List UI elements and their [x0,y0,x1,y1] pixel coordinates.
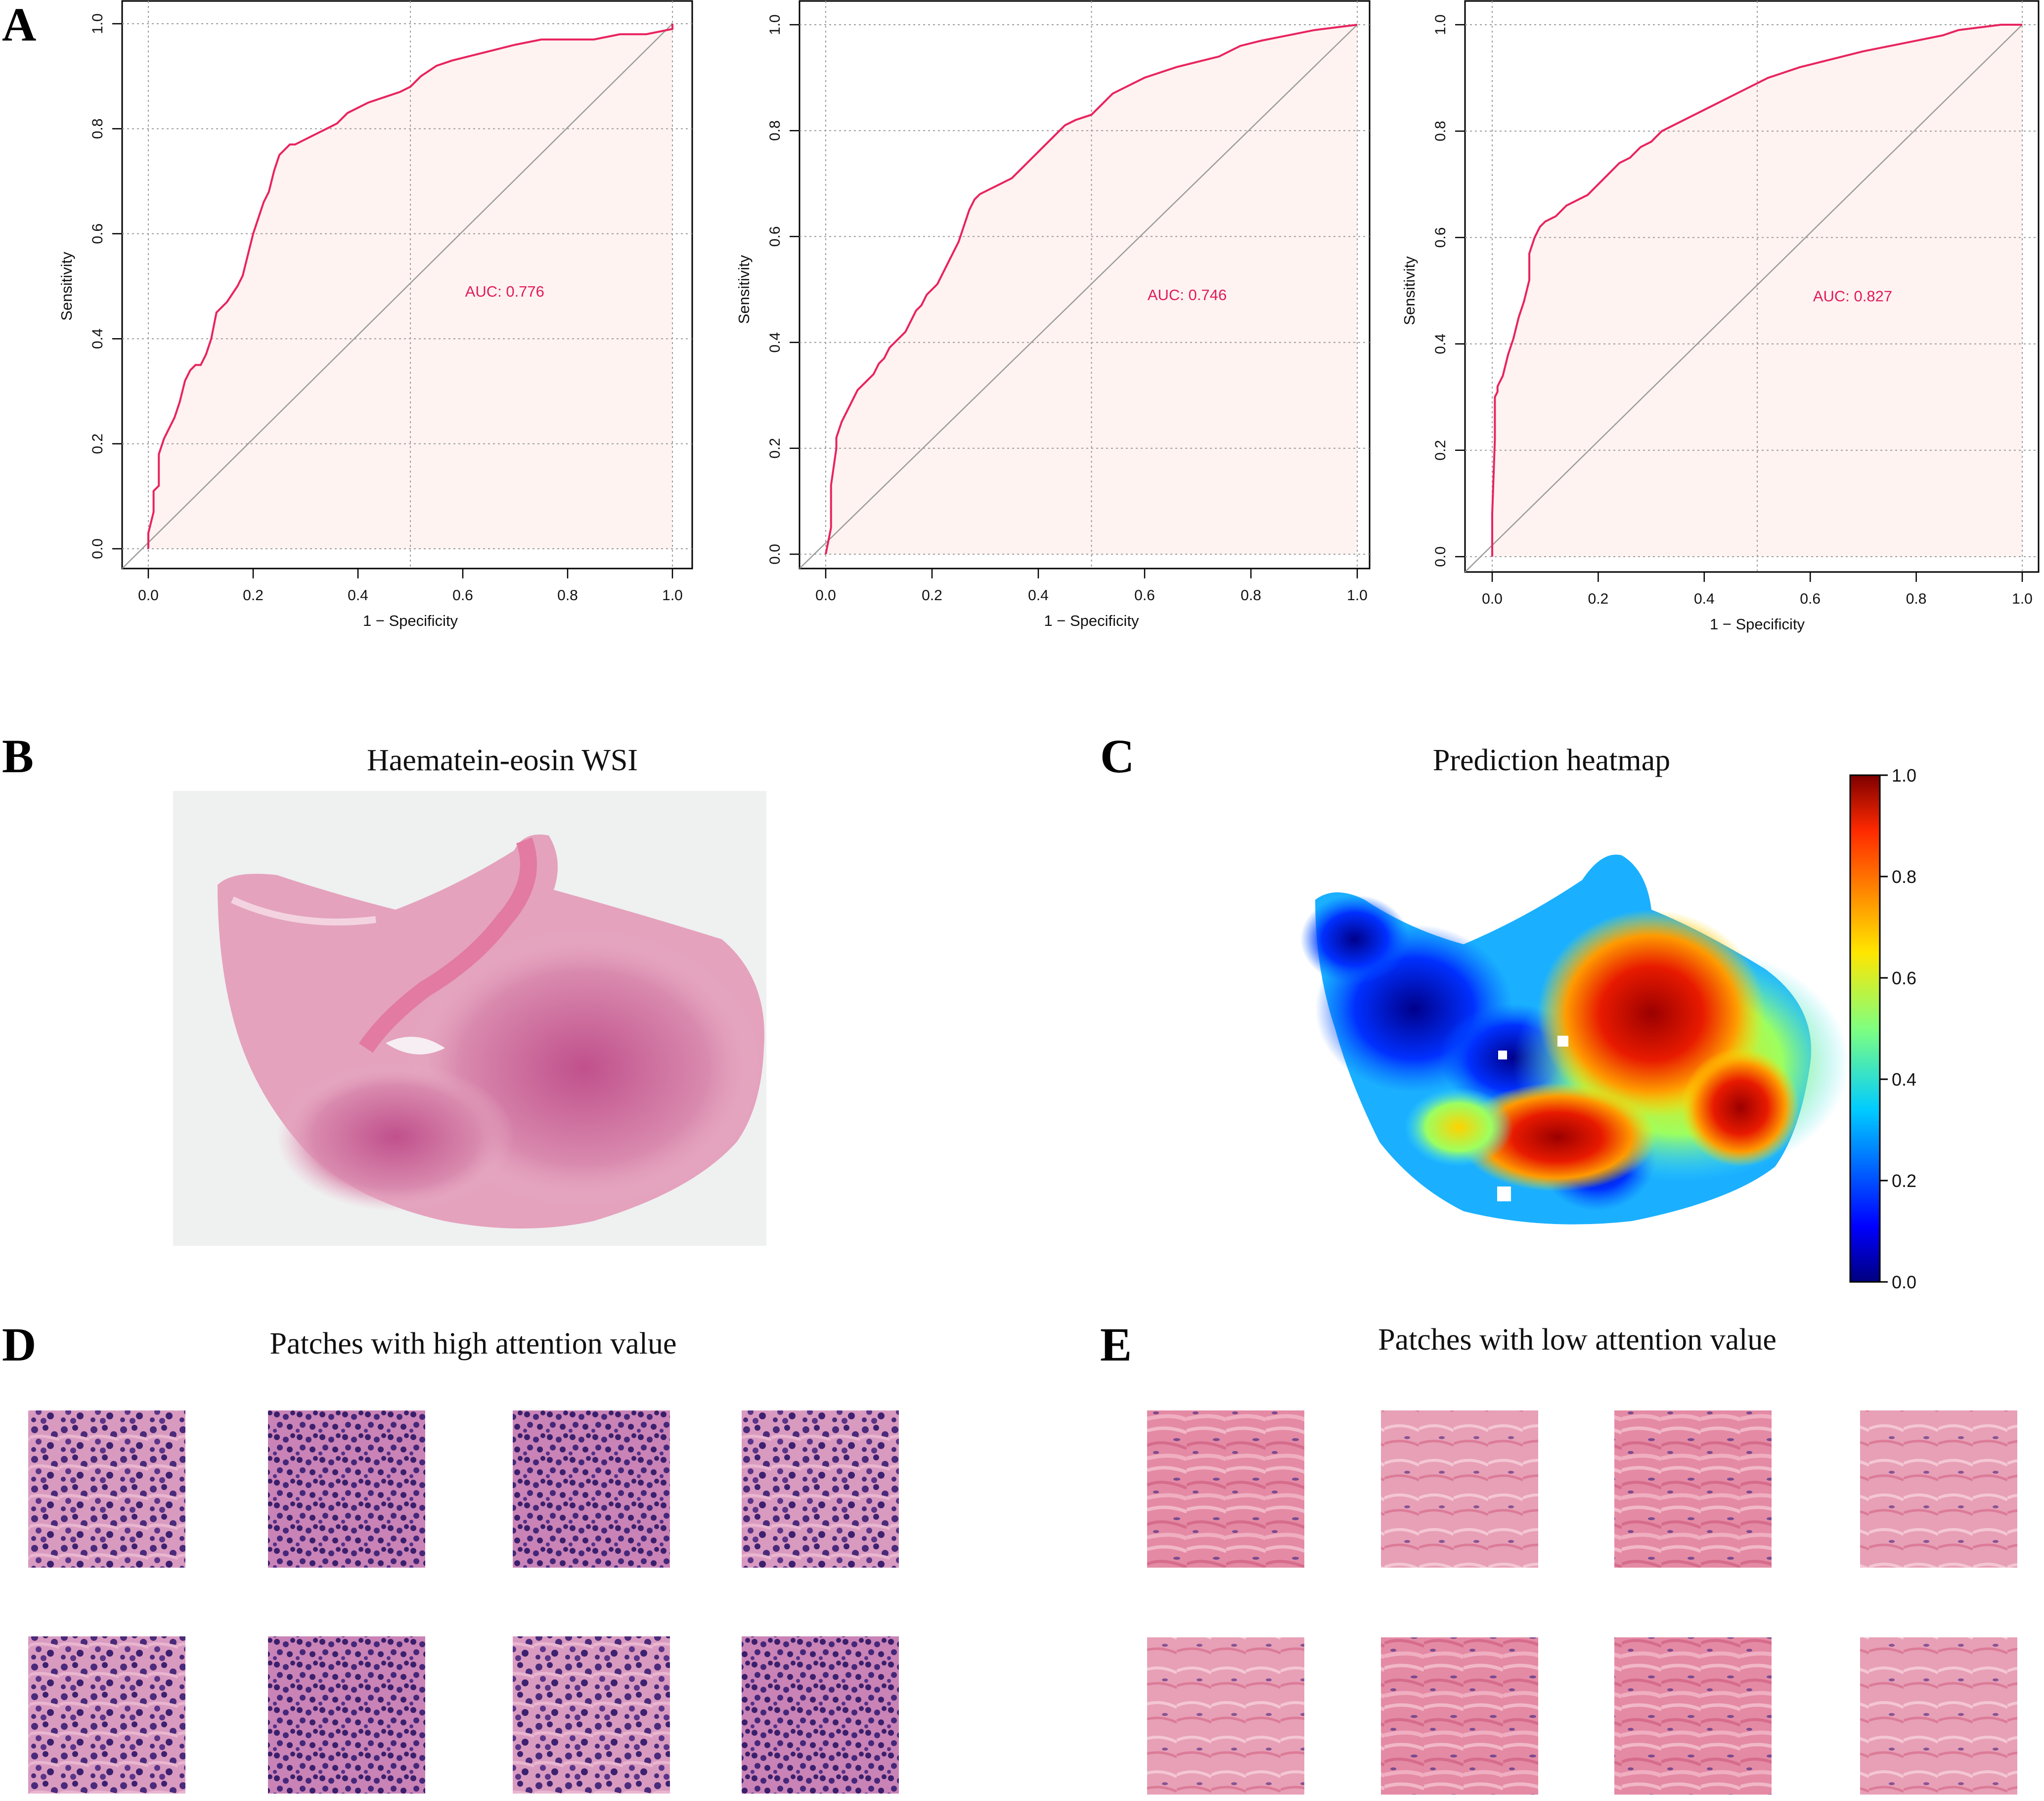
patch-high-5 [28,1636,185,1794]
x-axis-label: 1 − Specificity [1710,615,1805,633]
high-attention-title: Patches with high attention value [269,1327,676,1361]
roc-area [148,24,672,549]
patch-high-2 [268,1410,425,1568]
auc-label: AUC: 0.746 [1148,286,1227,304]
heatmap-title: Prediction heatmap [1433,744,1670,777]
colorbar-tick-label: 0.8 [1892,867,1916,887]
x-tick-label: 1.0 [1347,587,1368,604]
x-tick-label: 0.0 [815,587,836,604]
y-axis-label: Sensitivity [58,252,75,321]
panel-letter-c: C [1100,730,1134,783]
roc-chart-3: 0.0 0.2 0.4 0.6 0.8 1.0 0.0 0.2 0.4 0.6 0.8 1.0 1 − … [1401,0,2040,633]
reference-diagonal [122,23,673,569]
x-tick-label: 1.0 [662,587,683,604]
patch-low-3 [1614,1410,1772,1568]
roc-curve [1491,24,2022,557]
auc-label: AUC: 0.776 [465,283,544,300]
y-tick-label: 1.0 [89,13,106,34]
wsi-image [173,791,766,1246]
patch-high-8 [742,1636,899,1794]
y-axis-label: Sensitivity [735,255,753,324]
wsi-title: Haematein-eosin WSI [367,744,638,777]
x-tick-label: 0.6 [452,587,473,604]
patch-high-3 [513,1410,670,1568]
y-tick-label: 0.4 [767,332,783,353]
y-tick-label: 0.8 [767,120,783,141]
y-axis-label: Sensitivity [1401,256,1418,325]
plot-frame [799,0,1371,570]
y-tick-label: 1.0 [1432,14,1449,35]
reference-diagonal [1465,24,2023,572]
x-axis-label: 1 − Specificity [363,612,458,629]
heatmap-colorbar: 0.0 0.2 0.4 0.6 0.8 1.0 [1849,765,1916,1292]
panel-letter-d: D [2,1318,36,1371]
y-tick-label: 0.4 [1432,334,1449,354]
plot-frame [121,0,693,570]
heatmap-image [1300,854,1849,1225]
y-tick-label: 0.0 [767,544,783,565]
roc-area [1492,25,2022,557]
panel-letter-b: B [2,730,34,783]
x-tick-label: 0.4 [1028,587,1049,604]
y-tick-label: 0.2 [767,438,783,459]
patch-low-6 [1381,1637,1538,1795]
patch-low-7 [1614,1637,1772,1795]
x-tick-label: 0.8 [557,587,578,604]
colorbar-tick-label: 0.4 [1892,1069,1916,1090]
patch-low-1 [1147,1410,1304,1568]
colorbar-tick-label: 0.2 [1892,1171,1916,1191]
y-tick-label: 0.2 [89,434,106,454]
x-tick-label: 0.4 [348,587,368,604]
low-attention-title: Patches with low attention value [1378,1323,1777,1357]
y-tick-label: 0.8 [89,119,106,139]
x-tick-label: 0.2 [1588,591,1609,607]
x-tick-label: 0.0 [138,587,159,604]
patch-high-1 [28,1410,185,1568]
patch-low-2 [1381,1410,1538,1568]
y-tick-label: 0.0 [1432,546,1449,567]
colorbar-tick-label: 1.0 [1892,765,1916,786]
x-tick-label: 0.8 [1906,591,1927,607]
auc-label: AUC: 0.827 [1813,288,1892,305]
x-tick-label: 0.0 [1482,591,1503,607]
panel-letter-e: E [1100,1318,1132,1371]
roc-curve [147,24,673,549]
y-tick-label: 0.0 [89,538,106,559]
patch-low-5 [1147,1637,1304,1795]
panel-letter-a: A [2,0,36,51]
patch-high-7 [513,1636,670,1794]
y-tick-label: 0.6 [767,226,783,247]
y-tick-label: 1.0 [767,14,783,35]
reference-diagonal [799,24,1358,569]
plot-frame [1464,0,2040,573]
patch-high-6 [268,1636,425,1794]
high-attention-patches [28,1410,899,1794]
roc-chart-2: 0.0 0.2 0.4 0.6 0.8 1.0 0.0 0.2 0.4 0.6 0.8 1.0 1 − … [735,0,1371,629]
y-tick-label: 0.4 [89,328,106,349]
x-axis-label: 1 − Specificity [1044,612,1139,629]
y-tick-label: 0.6 [1432,227,1449,248]
y-tick-label: 0.6 [89,223,106,244]
roc-curve [825,24,1358,555]
colorbar-tick-label: 0.6 [1892,968,1916,988]
y-tick-label: 0.8 [1432,121,1449,141]
x-tick-label: 0.6 [1800,591,1821,607]
low-attention-patches [1147,1410,2017,1795]
x-tick-label: 0.8 [1241,587,1261,604]
patch-low-4 [1860,1410,2017,1568]
colorbar-tick-label: 0.0 [1892,1272,1916,1292]
roc-chart-1: 0.0 0.2 0.4 0.6 0.8 1.0 0.0 0.2 0.4 0.6 0.8 1.0 1 − … [58,0,693,629]
patch-high-4 [742,1410,899,1568]
x-tick-label: 1.0 [2012,591,2033,607]
x-tick-label: 0.6 [1134,587,1155,604]
x-tick-label: 0.2 [922,587,942,604]
x-tick-label: 0.4 [1694,591,1715,607]
patch-low-8 [1860,1637,2017,1795]
y-tick-label: 0.2 [1432,440,1449,461]
x-tick-label: 0.2 [243,587,264,604]
